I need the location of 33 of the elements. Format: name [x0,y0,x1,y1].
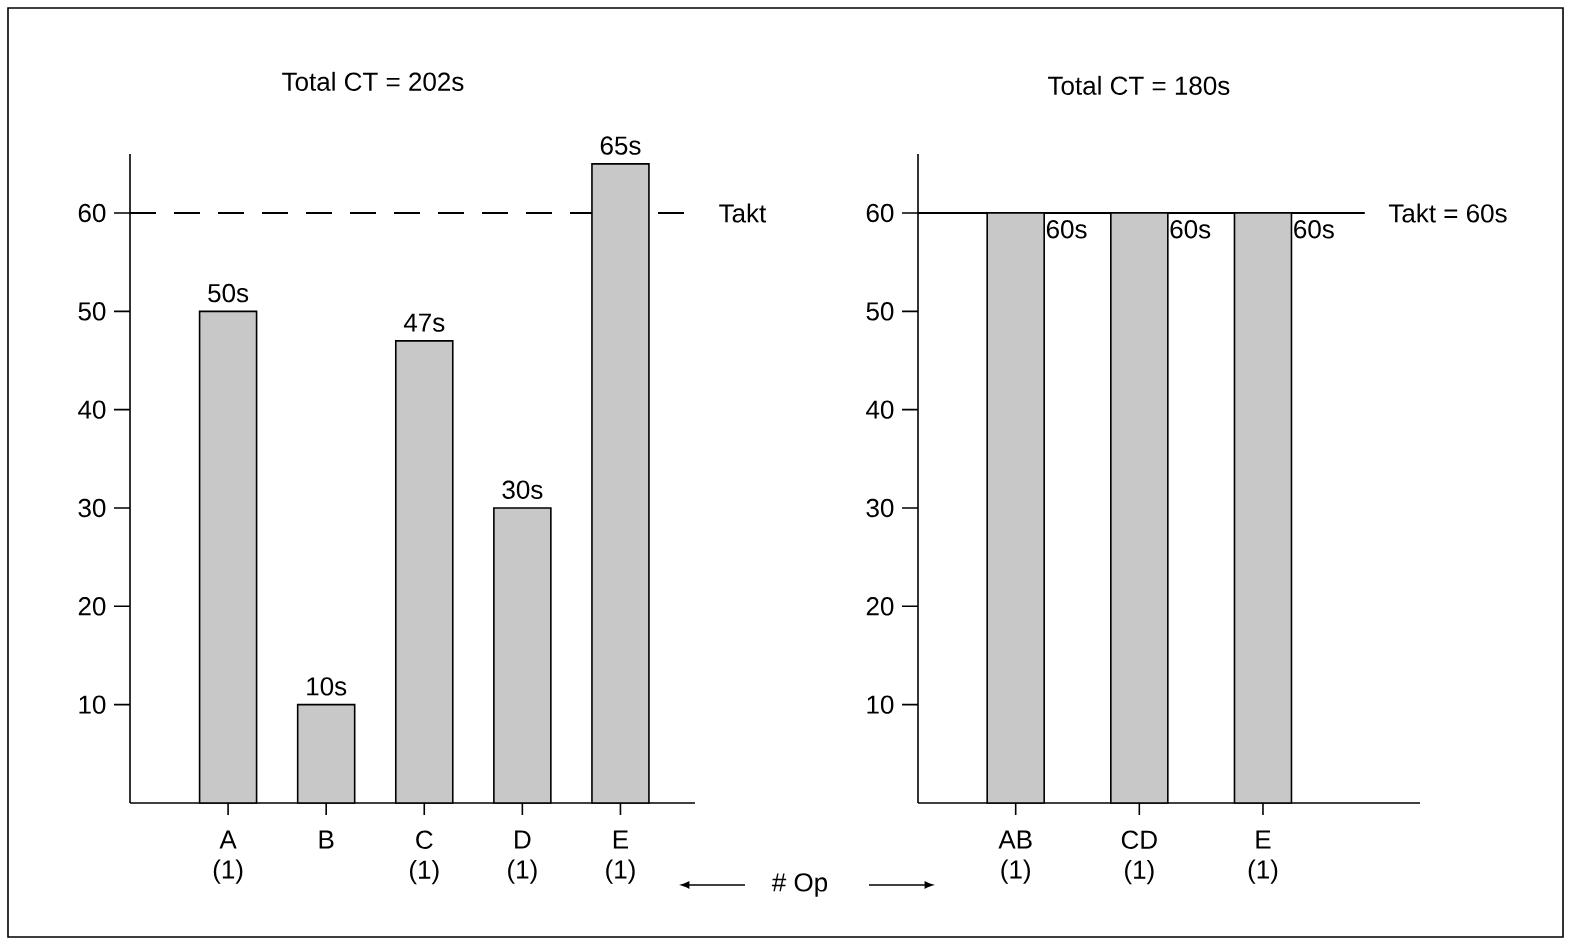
x-tick-label: B [319,830,334,849]
x-tick-label: D (1) [508,830,537,884]
data-label: 60s [1294,220,1334,239]
y-tick-label: 10 [79,695,106,714]
y-tick-label: 40 [78,400,106,419]
text: # Op [771,873,828,897]
x-tick-label: A (1) [213,830,243,884]
y-tick-label: 50 [866,302,894,321]
y-tick-label: 20 [866,597,894,616]
data-label: 65s [600,136,641,155]
y-tick-label: 60 [78,203,106,223]
ref-line-label: Takt [719,203,767,223]
ref-line-label: Takt = 60s [1388,203,1507,223]
data-label: 60s [1046,220,1087,239]
x-tick-label: AB (1) [998,830,1032,884]
y-tick-label: 20 [78,597,106,616]
data-label: 50s [208,283,249,303]
y-tick-label: 10 [867,695,894,714]
data-label: 60s [1170,220,1211,239]
x-tick-label: E (1) [1248,830,1278,884]
x-tick-label: E (1) [606,830,635,884]
x-tick-label: CD (1) [1121,830,1157,885]
y-tick-label: 30 [866,498,894,518]
data-label: 47s [403,313,445,332]
y-tick-label: 40 [866,400,894,419]
y-tick-label: 50 [78,302,106,321]
chart-title: Total CT = 180s [1048,75,1230,95]
x-tick-label: C (1) [409,830,439,885]
chart-title: Total CT = 202s [282,71,464,91]
y-tick-label: 30 [78,498,106,518]
y-tick-label: 60 [866,203,894,223]
data-label: 10s [307,677,347,696]
data-label: 30s [502,480,543,499]
